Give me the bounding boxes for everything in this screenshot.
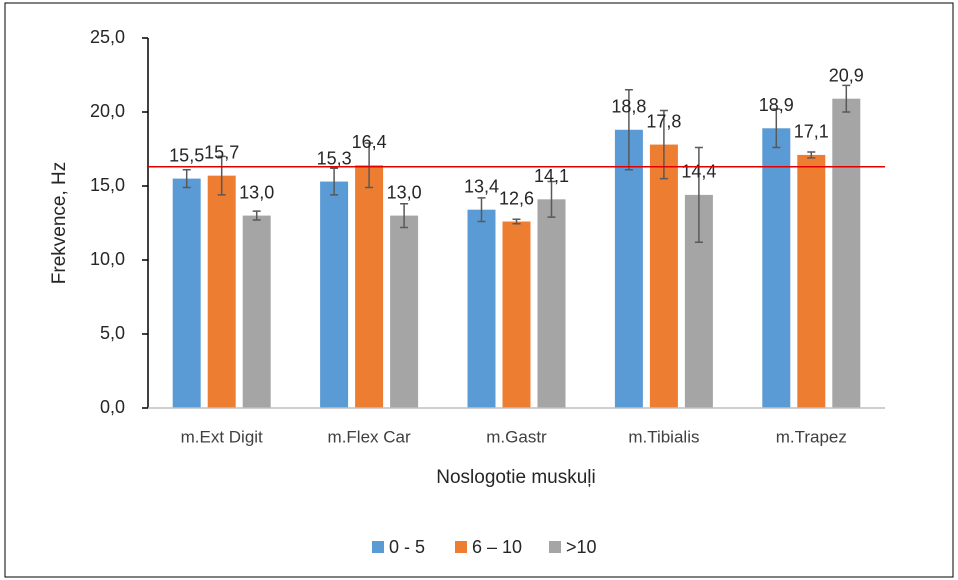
bar bbox=[355, 165, 384, 408]
data-label: 15,7 bbox=[204, 142, 239, 162]
data-label: 14,4 bbox=[681, 162, 716, 182]
x-axis-title: Noslogotie muskuļi bbox=[436, 467, 595, 488]
data-label: 14,1 bbox=[534, 166, 569, 186]
data-label: 13,4 bbox=[464, 176, 499, 196]
error-bar bbox=[694, 146, 703, 243]
bar bbox=[242, 215, 271, 408]
data-label: 13,0 bbox=[387, 182, 422, 202]
bar bbox=[797, 154, 826, 408]
data-label: 12,6 bbox=[499, 188, 534, 208]
data-label: 16,4 bbox=[352, 132, 387, 152]
bar bbox=[320, 181, 349, 408]
bar bbox=[390, 215, 419, 408]
legend-label: 6 – 10 bbox=[472, 537, 522, 557]
data-label: 17,8 bbox=[646, 111, 681, 131]
error-bar bbox=[252, 210, 261, 221]
x-tick-label: m.Ext Digit bbox=[181, 427, 263, 446]
y-tick-label: 25,0 bbox=[90, 27, 125, 47]
legend-swatch bbox=[549, 541, 561, 553]
legend-swatch bbox=[372, 541, 384, 553]
y-tick-label: 20,0 bbox=[90, 101, 125, 121]
bar bbox=[502, 221, 531, 408]
x-tick-label: m.Flex Car bbox=[328, 427, 411, 446]
error-bar bbox=[330, 167, 339, 196]
data-label: 15,3 bbox=[317, 148, 352, 168]
error-bar bbox=[807, 151, 816, 159]
error-bar bbox=[624, 89, 633, 171]
error-bar bbox=[182, 168, 191, 189]
error-bar bbox=[217, 155, 226, 196]
bar bbox=[537, 199, 566, 408]
y-tick-label: 5,0 bbox=[100, 323, 125, 343]
error-bar bbox=[400, 203, 409, 229]
bar bbox=[207, 175, 236, 408]
error-bar bbox=[842, 84, 851, 113]
x-tick-label: m.Trapez bbox=[776, 427, 847, 446]
bar bbox=[467, 209, 496, 408]
legend-label: >10 bbox=[566, 537, 597, 557]
data-label: 18,9 bbox=[759, 95, 794, 115]
error-bar bbox=[365, 142, 374, 189]
legend-swatch bbox=[455, 541, 467, 553]
data-label: 18,8 bbox=[611, 97, 646, 117]
bar bbox=[172, 178, 201, 408]
bar bbox=[832, 98, 861, 409]
x-tick-label: m.Gastr bbox=[486, 427, 547, 446]
data-label: 15,5 bbox=[169, 145, 204, 165]
y-tick-label: 15,0 bbox=[90, 175, 125, 195]
y-tick-label: 10,0 bbox=[90, 249, 125, 269]
bar bbox=[649, 144, 678, 408]
data-label: 20,9 bbox=[829, 65, 864, 85]
error-bar bbox=[512, 218, 521, 225]
error-bar bbox=[477, 197, 486, 223]
y-axis-title: Frekvence, Hz bbox=[49, 162, 70, 284]
error-bar bbox=[772, 108, 781, 149]
bar bbox=[614, 129, 643, 408]
legend-label: 0 - 5 bbox=[389, 537, 425, 557]
y-tick-label: 0,0 bbox=[100, 397, 125, 417]
x-tick-label: m.Tibialis bbox=[628, 427, 699, 446]
data-label: 13,0 bbox=[239, 182, 274, 202]
bar bbox=[762, 128, 791, 408]
error-bar bbox=[547, 180, 556, 218]
data-label: 17,1 bbox=[794, 122, 829, 142]
